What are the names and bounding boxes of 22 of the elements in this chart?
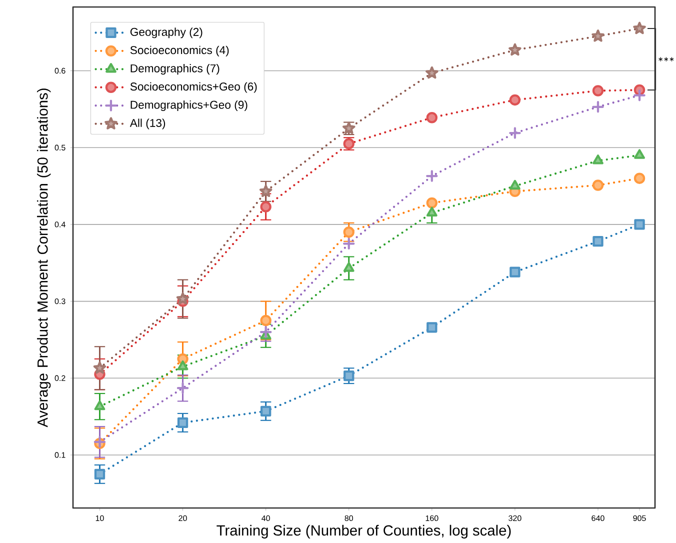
- x-tick-label: 320: [508, 515, 522, 522]
- legend-label: Geography (2): [130, 28, 202, 38]
- y-tick-label: 0.2: [54, 375, 66, 381]
- x-tick-label: 160: [426, 515, 438, 522]
- x-tick-label: 80: [344, 515, 354, 522]
- x-tick-label: 905: [633, 515, 646, 522]
- x-tick-label: 20: [178, 515, 187, 522]
- legend-label: Socioeconomics (4): [130, 46, 229, 56]
- legend-label: All (13): [130, 118, 166, 130]
- legend-label: Demographics+Geo (9): [130, 100, 248, 112]
- y-axis-title: Average Product Moment Correlation (50 iterations): [37, 88, 51, 428]
- y-tick-label: 0.1: [54, 452, 66, 458]
- y-tick-label: 0.5: [54, 144, 66, 150]
- x-tick-label: 10: [96, 515, 104, 522]
- y-tick-label: 0.3: [54, 298, 66, 304]
- y-tick-label: 0.6: [54, 68, 66, 74]
- legend-label: Demographics (7): [130, 64, 220, 75]
- x-tick-label: 40: [262, 515, 270, 522]
- y-tick-label: 0.4: [54, 222, 66, 228]
- x-tick-label: 640: [592, 515, 604, 522]
- x-axis-title: Training Size (Number of Counties, log scale): [216, 524, 511, 539]
- legend-label: Socioeconomics+Geo (6): [130, 82, 257, 93]
